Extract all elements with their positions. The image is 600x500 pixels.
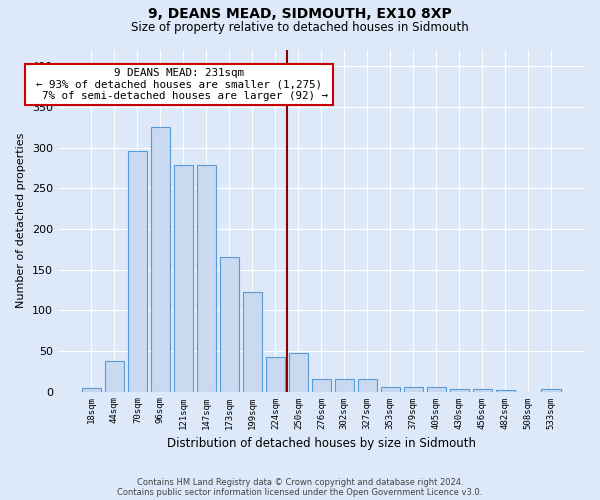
Bar	[449, 389, 469, 392]
Text: 9, DEANS MEAD, SIDMOUTH, EX10 8XP: 9, DEANS MEAD, SIDMOUTH, EX10 8XP	[148, 6, 452, 20]
Bar	[242, 292, 262, 392]
Text: Size of property relative to detached houses in Sidmouth: Size of property relative to detached ho…	[131, 21, 469, 34]
Bar	[541, 389, 561, 392]
Bar	[266, 358, 285, 392]
Text: 9 DEANS MEAD: 231sqm  
← 93% of detached houses are smaller (1,275)
  7% of semi: 9 DEANS MEAD: 231sqm ← 93% of detached h…	[29, 68, 328, 101]
X-axis label: Distribution of detached houses by size in Sidmouth: Distribution of detached houses by size …	[167, 437, 476, 450]
Bar	[173, 166, 193, 392]
Bar	[82, 388, 101, 392]
Bar	[404, 388, 423, 392]
Bar	[128, 151, 147, 392]
Bar	[151, 128, 170, 392]
Bar	[427, 388, 446, 392]
Bar	[335, 380, 354, 392]
Y-axis label: Number of detached properties: Number of detached properties	[16, 133, 26, 308]
Bar	[473, 389, 492, 392]
Text: Contains HM Land Registry data © Crown copyright and database right 2024.
Contai: Contains HM Land Registry data © Crown c…	[118, 478, 482, 497]
Bar	[197, 166, 216, 392]
Bar	[358, 378, 377, 392]
Bar	[380, 388, 400, 392]
Bar	[220, 258, 239, 392]
Bar	[104, 360, 124, 392]
Bar	[289, 354, 308, 392]
Bar	[311, 380, 331, 392]
Bar	[496, 390, 515, 392]
